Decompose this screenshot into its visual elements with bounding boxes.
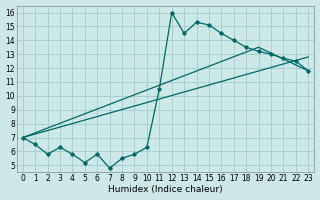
X-axis label: Humidex (Indice chaleur): Humidex (Indice chaleur) bbox=[108, 185, 223, 194]
